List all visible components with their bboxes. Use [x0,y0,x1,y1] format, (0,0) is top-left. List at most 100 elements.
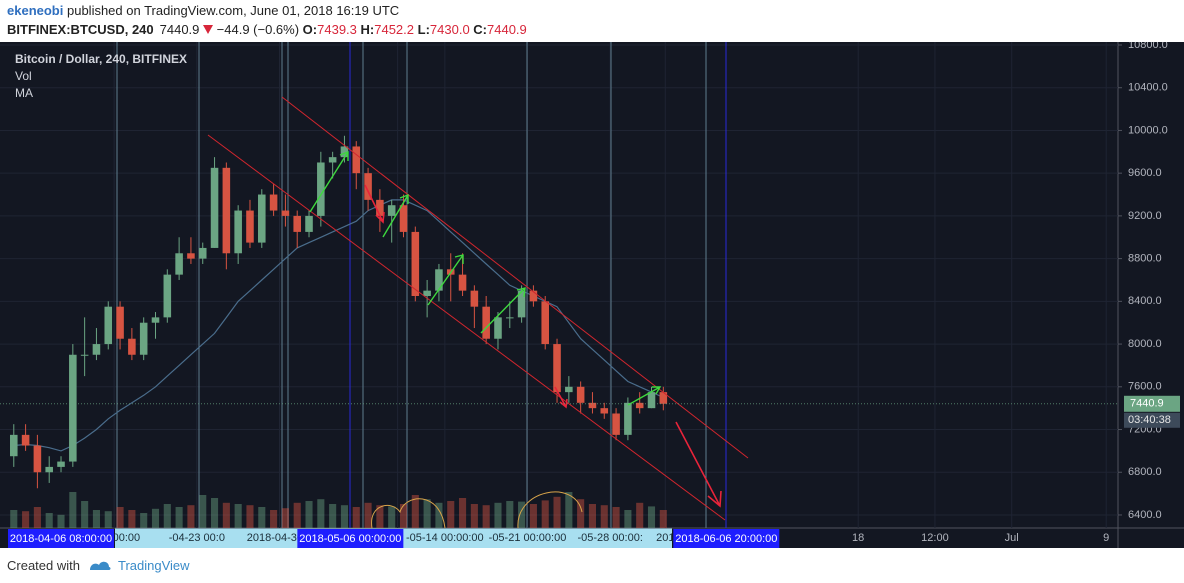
volume-bar [317,499,325,528]
last-price-label: 7440.9 [1130,398,1164,410]
x-marker-label: 2018-06-06 20:00:00 [675,533,777,545]
last-price-box [1124,395,1180,412]
x-marker-label: 2018-05-06 00:00:00 [299,533,401,545]
volume-bar [659,510,667,528]
volume-bar [128,510,136,528]
study-label: Vol [15,69,32,83]
chart-background [0,42,1184,548]
tradingview-logo [90,561,111,570]
candle-body [258,194,266,243]
volume-bar [69,492,77,528]
countdown-box [1124,412,1180,428]
chart: Bitcoin / Dollar, 240, BITFINEX Vol MA 6… [0,42,1184,548]
volume-bar [423,499,431,528]
y-tick-label: 8400.0 [1128,295,1162,307]
volume-bar [411,495,419,528]
green-arrows [309,150,662,406]
volume-bar [435,502,443,528]
candle-body [423,290,431,297]
candle-body [588,402,597,409]
x-tick-label: 2018-04-30 0 [247,532,312,544]
open-label: O: [302,22,318,37]
last-price: 7440.9 [159,22,200,37]
y-tick-label: 8000.0 [1128,338,1162,350]
low-value: 7430.0 [429,22,470,37]
change: −44.9 (−0.6%) [216,22,300,37]
candle-body [482,306,490,339]
candle-body [175,253,183,275]
vertical-markers [349,42,727,528]
x-tick-label: 18 [852,532,864,544]
volume-bar [234,504,242,528]
brand[interactable]: TradingView [118,558,190,573]
volume-bar [305,501,313,528]
volume-bar [10,510,18,528]
candle-body [529,290,538,302]
candle-body [198,247,207,259]
high-label: H: [360,22,375,37]
published: published on TradingView.com, June 01, 2… [66,3,400,18]
volume-bar [281,508,289,528]
candle-body [506,317,514,319]
volume-bar [175,507,183,528]
candle-body [69,354,77,462]
volume-bar [116,507,124,528]
volume-bar [340,505,348,528]
chart-title: Bitcoin / Dollar, 240, BITFINEX [15,52,187,66]
x-marker-label: 2018-04-06 08:00:00 [10,533,112,545]
volume-bar [211,498,219,528]
x-tick-label: 12:00 [921,532,949,544]
volume-bar [45,513,53,528]
candle-body [269,194,278,211]
y-tick-label: 10400.0 [1128,82,1168,94]
volume-bar [541,500,549,528]
volume-bar [506,501,514,528]
volume-bar [163,504,171,528]
candle-body [635,402,644,409]
candle-body [576,386,585,403]
volume-bar [482,505,490,528]
candle-body [376,199,384,216]
x-marker-box [673,529,780,548]
volume-bar [104,511,112,528]
volume-bar [399,504,408,528]
candle-body [517,290,526,318]
volume-bar [529,504,537,528]
volume-bar [57,514,65,528]
x-marker-box [297,529,404,548]
volume-bar [518,501,526,528]
y-tick-label: 7600.0 [1128,381,1162,393]
volume-bar [612,507,620,528]
candle-body [399,205,408,232]
candle-body [33,445,42,473]
author[interactable]: ekeneobi [7,3,64,18]
candle-body [116,306,124,339]
candle-body [624,402,632,435]
y-tick-label: 9200.0 [1128,210,1162,222]
candle-body [187,253,195,259]
volume-bar [470,504,478,528]
candle-body [553,344,561,393]
volume-bar [329,504,337,528]
volume-bar [447,501,455,528]
x-tick-label: Jul [1005,532,1019,544]
countdown: 03:40:38 [1128,414,1171,426]
candle-body [541,301,550,345]
created-with: Created with [7,558,80,573]
candle-body [128,338,136,355]
volume-bar [565,492,573,528]
volume-bar [92,510,100,528]
candle-body [139,322,148,355]
open-value: 7439.3 [317,22,357,37]
candle-body [340,146,349,158]
volume-bar [376,505,384,528]
volume-bar [577,499,585,528]
volume-bar [352,507,360,528]
y-tick-label: 8800.0 [1128,253,1162,265]
y-tick-label: 6800.0 [1128,466,1162,478]
volume-bar [600,505,608,528]
candle-body [565,386,573,393]
volume-bar [258,507,266,528]
volume-bar [81,501,89,528]
